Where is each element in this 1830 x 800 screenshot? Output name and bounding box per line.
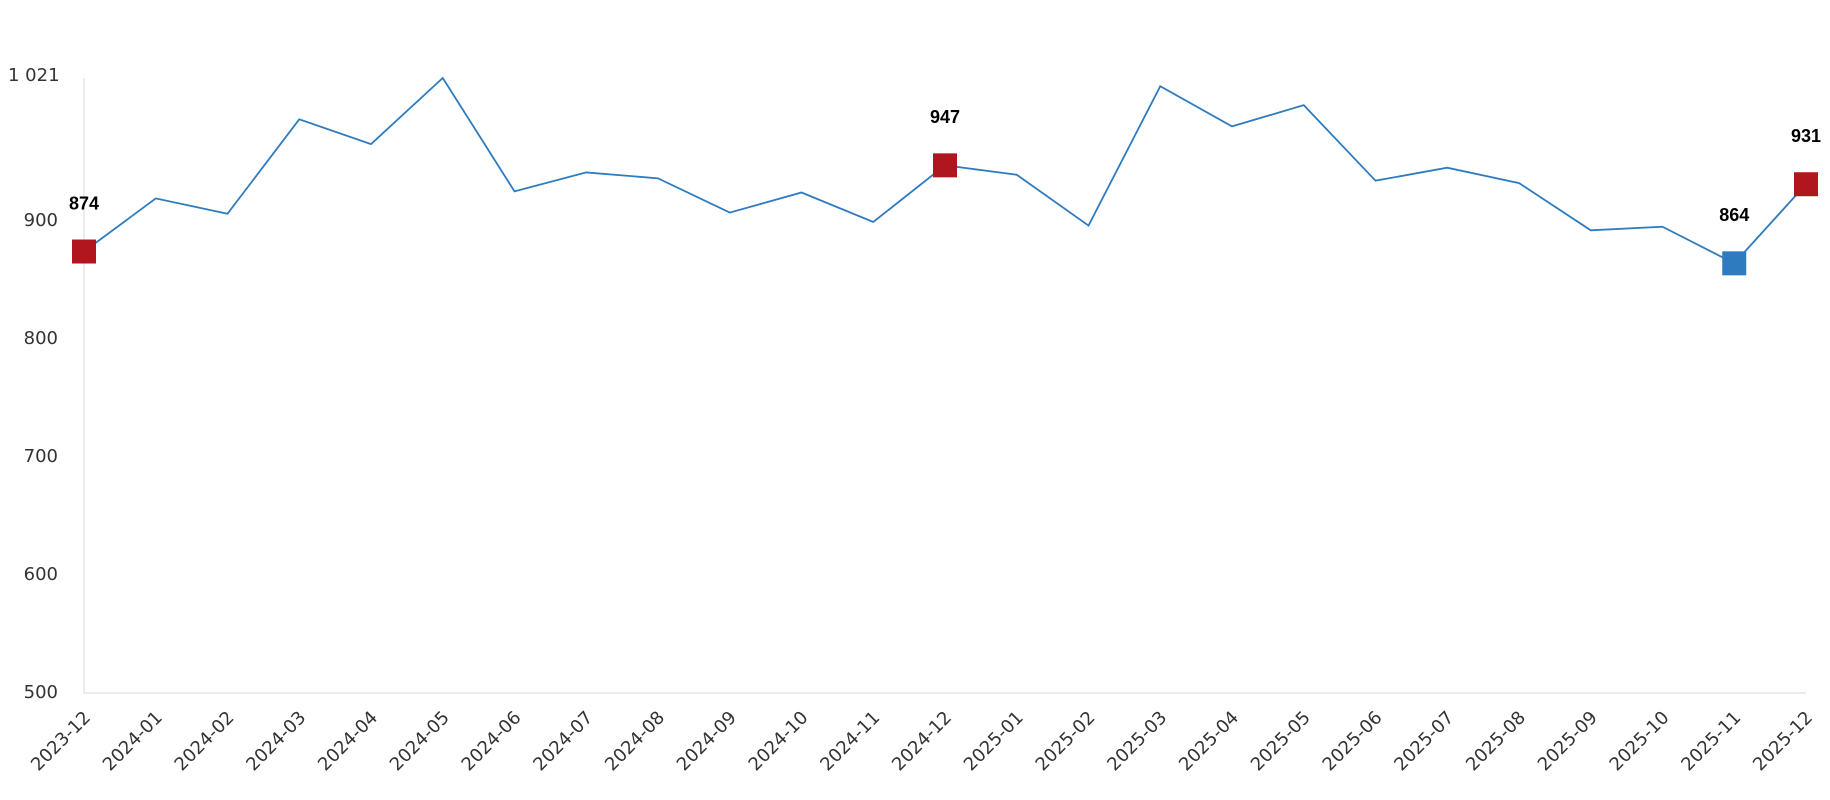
value-label: 931 [1791, 126, 1821, 146]
x-tick-label: 2025-10 [1606, 707, 1674, 775]
x-tick-label: 2024-12 [888, 707, 956, 775]
value-label: 947 [930, 107, 960, 127]
x-tick-label: 2024-03 [242, 707, 310, 775]
marker [1722, 251, 1747, 276]
x-tick-label: 2025-06 [1319, 707, 1387, 775]
value-label: 874 [69, 193, 99, 213]
x-tick-label: 2025-08 [1462, 707, 1530, 775]
y-tick-label: 500 [24, 682, 58, 703]
x-tick-label: 2024-07 [529, 707, 597, 775]
x-tick-label: 2025-12 [1749, 707, 1817, 775]
marker [1794, 172, 1818, 197]
x-tick-label: 2025-03 [1103, 707, 1171, 775]
x-tick-label: 2023-12 [27, 707, 95, 775]
x-tick-label: 2024-08 [601, 707, 669, 775]
x-tick-label: 2024-02 [171, 707, 239, 775]
x-tick-label: 2025-04 [1175, 707, 1243, 775]
x-tick-label: 2025-11 [1677, 707, 1745, 775]
y-tick-label: 800 [24, 328, 58, 349]
x-tick-label: 2024-06 [458, 707, 526, 775]
x-tick-label: 2025-05 [1247, 707, 1315, 775]
marker [72, 239, 96, 264]
value-label: 864 [1719, 205, 1749, 225]
x-tick-label: 2025-02 [1032, 707, 1100, 775]
y-tick-label: 900 [24, 210, 58, 231]
marker [933, 153, 957, 178]
x-tick-label: 2025-07 [1390, 707, 1458, 775]
x-tick-label: 2025-01 [960, 707, 1028, 775]
y-tick-label: 1 021 [8, 65, 60, 86]
x-tick-label: 2024-10 [745, 707, 813, 775]
x-tick-label: 2024-09 [673, 707, 741, 775]
x-tick-label: 2025-09 [1534, 707, 1602, 775]
x-tick-label: 2024-04 [314, 707, 382, 775]
x-tick-label: 2024-05 [386, 707, 454, 775]
y-tick-label: 600 [24, 564, 58, 585]
y-tick-label: 700 [24, 446, 58, 467]
x-tick-label: 2024-01 [99, 707, 167, 775]
x-tick-label: 2024-11 [816, 707, 884, 775]
